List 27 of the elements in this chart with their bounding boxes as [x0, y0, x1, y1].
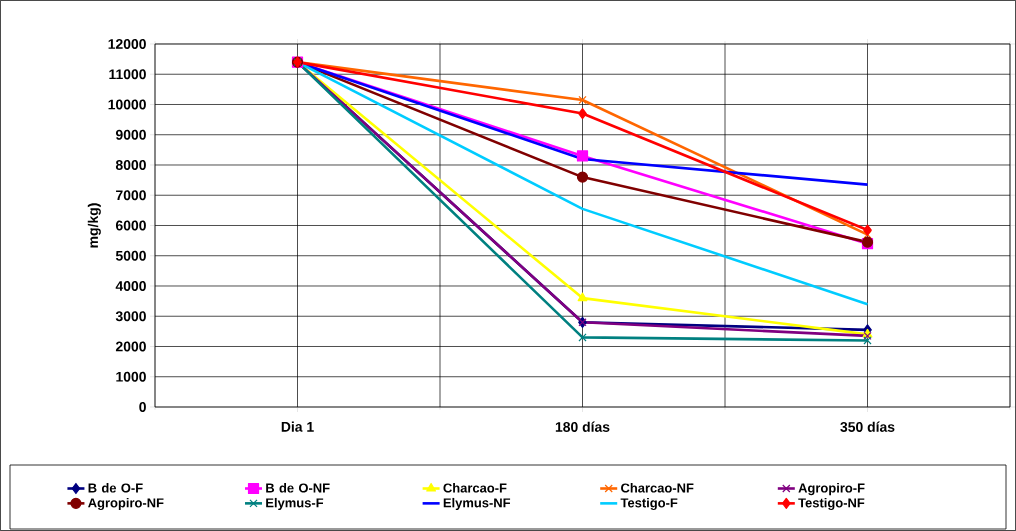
legend-label: Charcao-NF	[621, 483, 694, 493]
y-tick-label: 4000	[115, 281, 146, 291]
x-tick-label: Dia 1	[281, 421, 314, 432]
legend-label: B de O-F	[88, 483, 143, 493]
legend-label: Agropiro-NF	[88, 497, 164, 511]
y-tick-label: 0	[139, 402, 146, 412]
legend-label: Testigo-F	[620, 497, 678, 511]
y-tick-label: 9000	[115, 129, 146, 140]
y-tick-label: 11000	[109, 69, 146, 80]
legend-label: Elymus-NF	[443, 497, 511, 510]
legend-label: B de O-NF	[266, 483, 330, 493]
y-tick-label: 7000	[116, 190, 146, 201]
y-tick-label: 8000	[115, 160, 146, 170]
y-tick-label: 6000	[115, 220, 146, 231]
y-tick-label: 10000	[108, 99, 146, 110]
y-axis-title: mg/kg)	[87, 203, 101, 248]
legend-label: Elymus-F	[266, 497, 324, 510]
x-tick-label: 180 días	[555, 421, 610, 432]
legend-label: Testigo-NF	[798, 497, 865, 511]
y-tick-label: 5000	[115, 250, 146, 261]
legend-label: Charcao-F	[443, 483, 507, 493]
y-tick-label: 1000	[116, 371, 146, 382]
y-tick-label: 2000	[115, 341, 146, 352]
y-tick-label: 12000	[108, 39, 146, 49]
legend-label: Agropiro-F	[798, 483, 865, 496]
x-tick-label: 350 días	[840, 421, 895, 432]
y-tick-label: 3000	[115, 311, 146, 322]
